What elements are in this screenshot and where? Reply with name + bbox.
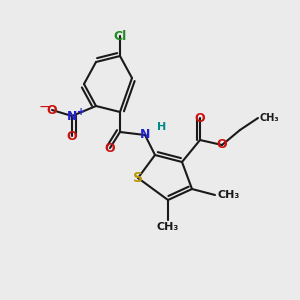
Text: O: O xyxy=(105,142,115,154)
Text: S: S xyxy=(133,171,143,185)
Text: −: − xyxy=(38,100,50,114)
Text: O: O xyxy=(47,103,57,116)
Text: H: H xyxy=(158,122,166,132)
Text: CH₃: CH₃ xyxy=(260,113,280,123)
Text: CH₃: CH₃ xyxy=(157,222,179,232)
Text: Cl: Cl xyxy=(113,29,127,43)
Text: O: O xyxy=(217,139,227,152)
Text: CH₃: CH₃ xyxy=(217,190,239,200)
Text: N: N xyxy=(140,128,150,142)
Text: O: O xyxy=(67,130,77,142)
Text: +: + xyxy=(77,107,85,117)
Text: N: N xyxy=(67,110,77,122)
Text: O: O xyxy=(195,112,205,124)
